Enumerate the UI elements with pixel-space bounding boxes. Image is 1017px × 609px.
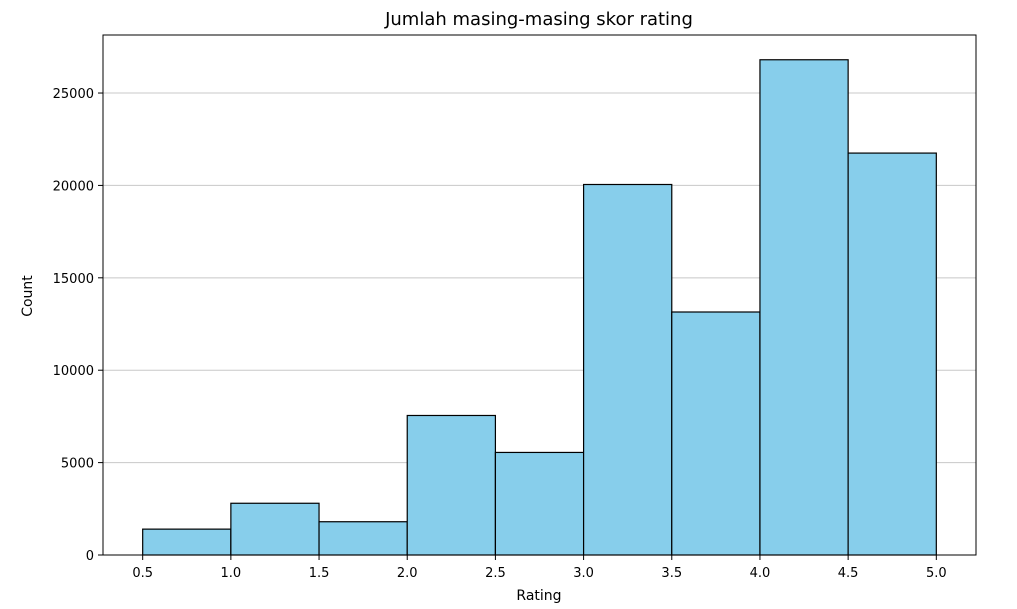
y-tick-label: 20000 (53, 179, 94, 194)
histogram-bar (671, 311, 761, 556)
x-tick-label: 4.0 (750, 566, 771, 581)
x-tick-label: 3.0 (573, 566, 594, 581)
x-tick-label: 4.5 (838, 566, 859, 581)
histogram-bar (230, 502, 320, 556)
x-tick-label: 0.5 (132, 566, 153, 581)
x-tick-label: 3.5 (661, 566, 682, 581)
y-axis-label: Count (20, 275, 36, 317)
y-axis: 0 5000 10000 15000 20000 25000 (53, 87, 103, 564)
bars (142, 59, 937, 556)
plot-frame (102, 34, 977, 556)
histogram-bar (759, 59, 849, 556)
histogram-bar (406, 414, 497, 556)
y-tick-label: 25000 (53, 87, 94, 102)
histogram-bar (847, 152, 937, 556)
x-tick-label: 2.5 (485, 566, 506, 581)
x-tick-label: 2.0 (397, 566, 418, 581)
x-tick-label: 1.5 (309, 566, 330, 581)
x-axis-label: Rating (516, 588, 561, 604)
x-tick-label: 1.0 (221, 566, 242, 581)
histogram-bar (142, 528, 232, 556)
histogram-bar (582, 183, 673, 556)
histogram-bar (494, 451, 585, 556)
x-tick-label: 5.0 (926, 566, 947, 581)
y-tick-label: 15000 (53, 272, 94, 287)
y-tick-label: 5000 (61, 457, 94, 472)
y-tick-label: 10000 (53, 364, 94, 379)
y-tick-label: 0 (86, 549, 94, 564)
x-axis: 0.5 1.0 1.5 2.0 2.5 3.0 3.5 4.0 4.5 5.0 (132, 555, 947, 581)
chart-title: Jumlah masing-masing skor rating (384, 9, 693, 30)
histogram-bar (318, 521, 408, 556)
